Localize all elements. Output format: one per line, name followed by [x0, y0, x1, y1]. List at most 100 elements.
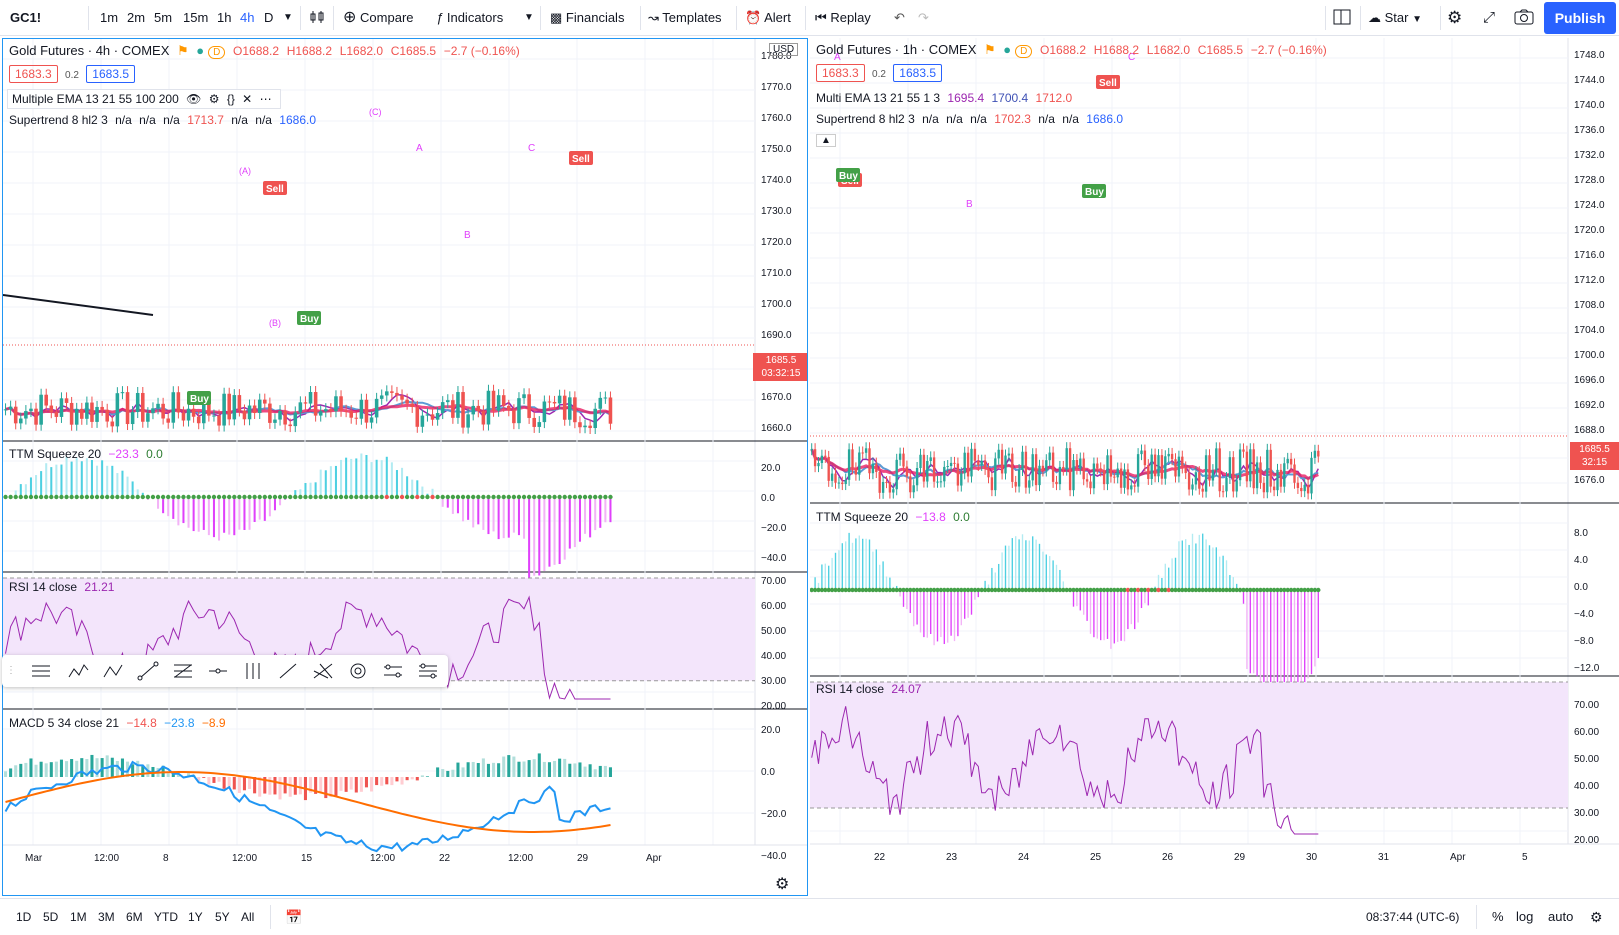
elliott-wave-icon[interactable] — [67, 661, 89, 681]
percent-toggle[interactable]: % — [1492, 899, 1504, 935]
publish-button[interactable]: Publish — [1544, 2, 1616, 34]
redo-icon[interactable]: ↷ — [918, 0, 929, 36]
squeeze-dot — [197, 495, 201, 499]
gear-icon[interactable]: ⚙ — [1590, 899, 1603, 935]
trend-line-icon[interactable] — [137, 661, 159, 681]
auto-toggle[interactable]: auto — [1548, 899, 1573, 935]
candle-body — [319, 411, 323, 415]
horizontal-ray-icon[interactable] — [207, 661, 229, 681]
settings-lines-icon[interactable] — [417, 661, 439, 681]
range-5y[interactable]: 5Y — [215, 899, 230, 935]
indicators-button[interactable]: ƒ Indicators — [436, 0, 503, 36]
clock[interactable]: 08:37:44 (UTC-6) — [1366, 899, 1459, 935]
interval-1m[interactable]: 1m — [100, 0, 118, 36]
gear-icon[interactable]: ⚙ — [775, 874, 789, 894]
symbol-search[interactable]: GC1! — [10, 0, 41, 36]
candle-body — [1202, 489, 1204, 492]
gear-icon[interactable]: ⚙ — [209, 92, 220, 106]
macd-val: −8.9 — [202, 716, 226, 730]
right-buysell-row: 1683.3 0.2 1683.5 — [816, 64, 946, 82]
cloud-layout-button[interactable]: ☁ Star ▼ — [1368, 0, 1422, 36]
ttm-bar — [249, 497, 251, 530]
range-all[interactable]: All — [241, 899, 254, 935]
rsi-axis-label: 30.00 — [761, 676, 786, 687]
macd-hist-bar — [65, 761, 68, 777]
range-6m[interactable]: 6M — [126, 899, 143, 935]
interval-dropdown-icon[interactable]: ▼ — [283, 0, 293, 36]
macd-hist-bar — [589, 764, 592, 777]
buy-price-button[interactable]: 1683.5 — [893, 64, 942, 82]
camera-icon[interactable] — [1514, 0, 1534, 36]
range-1m[interactable]: 1M — [70, 899, 87, 935]
parallel-channel-icon[interactable] — [382, 661, 404, 681]
macd-hist-bar — [411, 777, 414, 779]
ema-legend-row[interactable]: Multiple EMA 13 21 55 100 200 👁 ⚙ {} ✕ ⋯ — [7, 89, 281, 109]
horizontal-lines-icon[interactable] — [30, 661, 52, 681]
ttm-bar — [172, 497, 174, 519]
alert-button[interactable]: ⏰ Alert — [745, 0, 791, 36]
ttm-bar — [1134, 590, 1135, 629]
vertical-lines-icon[interactable] — [242, 661, 264, 681]
candle-body — [39, 395, 43, 425]
log-toggle[interactable]: log — [1516, 899, 1533, 935]
interval-15m[interactable]: 15m — [183, 0, 208, 36]
ttm-bar — [916, 590, 917, 625]
ttm-bar — [467, 497, 469, 520]
chevron-down-icon[interactable]: ▼ — [524, 0, 534, 36]
interval-2m[interactable]: 2m — [127, 0, 145, 36]
macd-hist-bar — [390, 777, 393, 785]
abc-pattern-icon[interactable] — [102, 661, 124, 681]
squeeze-dot — [24, 495, 28, 499]
sell-price-button[interactable]: 1683.3 — [9, 65, 58, 83]
fib-retracement-icon[interactable] — [172, 661, 194, 681]
replay-button[interactable]: ⏮ Replay — [815, 0, 871, 36]
macd-hist-bar — [350, 777, 353, 790]
candle-body — [50, 406, 54, 413]
candle-style-icon[interactable] — [309, 0, 325, 36]
candle-body — [497, 395, 501, 411]
left-chart-canvas[interactable]: 1780.01770.01760.01750.01740.01730.01720… — [3, 39, 808, 896]
time-axis-label: 29 — [577, 853, 589, 864]
ema-legend-label: Multi EMA 13 21 55 1 3 — [816, 91, 940, 105]
close-icon[interactable]: ✕ — [242, 92, 252, 106]
candle-body — [1168, 454, 1170, 456]
interval-4h[interactable]: 4h — [240, 0, 254, 36]
compare-button[interactable]: ⊕ Compare — [343, 0, 414, 36]
range-ytd[interactable]: YTD — [154, 899, 178, 935]
currency-label[interactable]: USD — [769, 43, 798, 56]
squeeze-dot — [54, 495, 58, 499]
interval-5m[interactable]: 5m — [154, 0, 172, 36]
candle-body — [950, 463, 952, 466]
macd-hist-bar — [355, 777, 358, 793]
templates-button[interactable]: ↝ Templates — [648, 0, 722, 36]
undo-icon[interactable]: ↶ — [894, 0, 905, 36]
layout-icon[interactable] — [1333, 0, 1351, 36]
macd-hist-bar — [29, 758, 32, 777]
ray-icon[interactable] — [277, 661, 299, 681]
fullscreen-icon[interactable]: ⤢ — [1483, 0, 1495, 36]
drag-handle-icon[interactable]: ⋮ — [6, 661, 14, 681]
fib-spiral-icon[interactable] — [347, 661, 369, 681]
eye-icon[interactable]: 👁 — [186, 92, 201, 106]
financials-button[interactable]: ▩ Financials — [550, 0, 624, 36]
gear-icon[interactable]: ⚙ — [1447, 0, 1462, 36]
pitchfork-icon[interactable] — [312, 661, 334, 681]
buy-price-button[interactable]: 1683.5 — [86, 65, 135, 83]
ttm-bar — [345, 458, 347, 497]
rsi-axis-label: 60.00 — [761, 601, 786, 612]
range-1d[interactable]: 1D — [16, 899, 31, 935]
range-3m[interactable]: 3M — [98, 899, 115, 935]
goto-date-icon[interactable]: 📅 — [285, 899, 302, 935]
collapse-legend-icon[interactable]: ▲ — [816, 134, 836, 147]
interval-1h[interactable]: 1h — [217, 0, 231, 36]
right-chart-canvas[interactable]: 1748.01744.01740.01736.01732.01728.01724… — [810, 38, 1619, 896]
interval-d[interactable]: D — [264, 0, 273, 36]
range-1y[interactable]: 1Y — [188, 899, 203, 935]
sell-price-button[interactable]: 1683.3 — [816, 64, 865, 82]
source-code-icon[interactable]: {} — [227, 92, 235, 106]
range-5d[interactable]: 5D — [43, 899, 58, 935]
more-icon[interactable]: ⋯ — [260, 92, 272, 106]
candle-body — [355, 418, 359, 419]
